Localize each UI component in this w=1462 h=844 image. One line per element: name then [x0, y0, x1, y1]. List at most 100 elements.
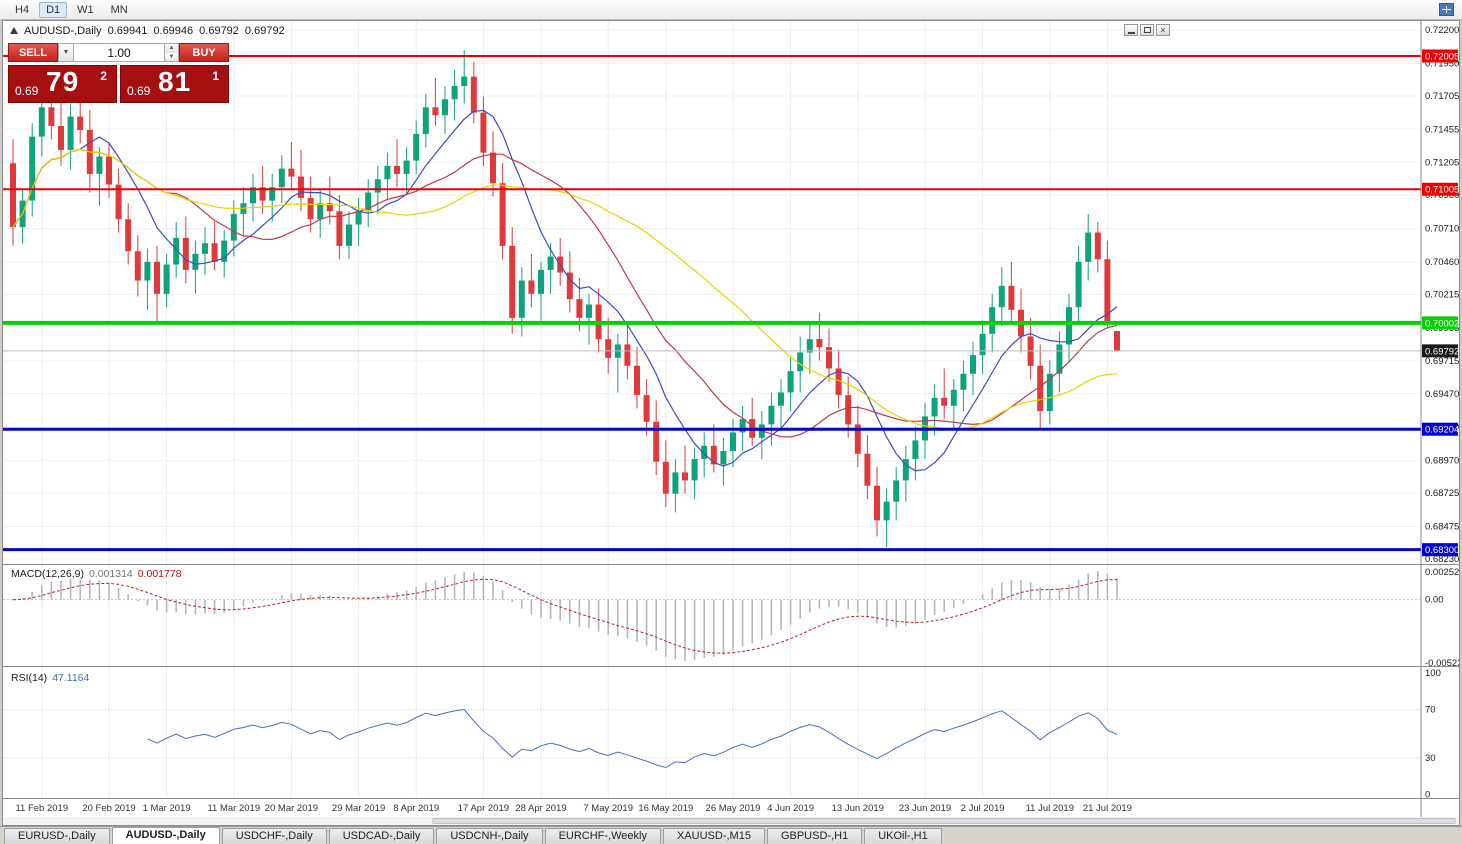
- chart-symbol-period: AUDUSD-,Daily: [24, 24, 102, 37]
- buy-button[interactable]: BUY: [179, 43, 229, 62]
- svg-text:0.68475: 0.68475: [1425, 521, 1459, 532]
- sell-price-sup: 2: [100, 69, 107, 83]
- svg-text:16 May 2019: 16 May 2019: [638, 803, 693, 814]
- price-badge: 0.72005: [1422, 49, 1459, 63]
- grid-layer: [3, 21, 1421, 799]
- svg-text:13 Jun 2019: 13 Jun 2019: [832, 803, 884, 814]
- sell-price-tile[interactable]: 0.69 79 2: [8, 65, 117, 103]
- svg-text:30: 30: [1425, 753, 1436, 764]
- svg-text:0.69792: 0.69792: [1425, 346, 1459, 357]
- volume-stepper: ▲ ▼: [165, 43, 179, 62]
- volume-up-icon[interactable]: ▲: [165, 44, 178, 53]
- svg-text:0.70460: 0.70460: [1425, 257, 1459, 268]
- macd-label: MACD(12,26,9) 0.001314 0.001778: [11, 568, 182, 580]
- date-axis-labels: 11 Feb 2019 20 Feb 2019 1 Mar 2019 11 Mar 2…: [15, 803, 1131, 814]
- svg-text:2 Jul 2019: 2 Jul 2019: [961, 803, 1005, 814]
- timeframe-button-group: H4 D1 W1 MN: [8, 1, 135, 18]
- one-click-toggle-icon[interactable]: [10, 27, 18, 34]
- svg-text:0.69204: 0.69204: [1425, 425, 1459, 436]
- window-controls: ×: [1124, 24, 1170, 36]
- hlines-layer: [3, 54, 1421, 552]
- svg-text:23 Jun 2019: 23 Jun 2019: [899, 803, 951, 814]
- close-icon: ×: [1160, 24, 1166, 35]
- sell-button[interactable]: SELL: [8, 43, 58, 62]
- svg-text:0.68300: 0.68300: [1425, 545, 1459, 556]
- timeframe-button-d1[interactable]: D1: [39, 1, 68, 18]
- chart-window: 0.722000.719500.717050.714550.712050.709…: [2, 20, 1460, 826]
- candles-layer: [10, 49, 1120, 548]
- chart-close: 0.69792: [244, 24, 285, 37]
- chart-tab-eurchf-weekly[interactable]: EURCHF-,Weekly: [544, 828, 661, 844]
- svg-text:0.71205: 0.71205: [1425, 158, 1459, 169]
- svg-text:11 Mar 2019: 11 Mar 2019: [207, 803, 260, 814]
- macd-histogram: [21, 571, 1118, 661]
- moving-averages-layer: [12, 109, 1118, 472]
- chart-tab-audusd-daily[interactable]: AUDUSD-,Daily: [111, 827, 220, 844]
- price-badge: 0.69792: [1422, 344, 1459, 358]
- rsi-name: RSI(14): [11, 672, 48, 684]
- svg-text:0.00: 0.00: [1425, 595, 1444, 606]
- svg-text:28 Apr 2019: 28 Apr 2019: [515, 803, 566, 814]
- chart-tab-ukoil-h1[interactable]: UKOil-,H1: [864, 828, 942, 844]
- rsi-value: 47.1164: [52, 672, 90, 684]
- chart-tab-gbpusd-h1[interactable]: GBPUSD-,H1: [766, 828, 863, 844]
- chart-title: AUDUSD-,Daily 0.69941 0.69946 0.69792 0.…: [10, 24, 285, 37]
- svg-text:17 Apr 2019: 17 Apr 2019: [458, 803, 509, 814]
- chart-low: 0.69792: [199, 24, 239, 37]
- chart-tab-xauusd-m15[interactable]: XAUUSD-,M15: [662, 828, 765, 844]
- timeframe-button-mn[interactable]: MN: [110, 3, 128, 16]
- price-badge: 0.69204: [1422, 422, 1459, 436]
- svg-text:0.71950: 0.71950: [1425, 58, 1459, 69]
- svg-text:20 Feb 2019: 20 Feb 2019: [82, 803, 135, 814]
- chart-open: 0.69941: [107, 24, 148, 37]
- volume-down-icon[interactable]: ▼: [165, 52, 178, 61]
- svg-text:0.68230: 0.68230: [1425, 554, 1459, 565]
- svg-text:0.71705: 0.71705: [1425, 91, 1459, 102]
- svg-text:0.71455: 0.71455: [1425, 124, 1459, 135]
- buy-price-tile[interactable]: 0.69 81 1: [120, 65, 229, 103]
- restore-icon: [1143, 27, 1151, 33]
- price-badge: 0.70002: [1422, 316, 1459, 330]
- svg-text:0.72200: 0.72200: [1425, 25, 1459, 36]
- close-button[interactable]: ×: [1156, 24, 1170, 36]
- macd-main-value: 0.001314: [88, 568, 133, 580]
- volume-input[interactable]: [74, 43, 165, 62]
- svg-text:21 Jul 2019: 21 Jul 2019: [1083, 803, 1132, 814]
- svg-text:0.69470: 0.69470: [1425, 389, 1459, 400]
- timeframe-button-w1[interactable]: W1: [77, 3, 94, 16]
- svg-text:0: 0: [1425, 790, 1430, 801]
- buy-price-big: 81: [158, 66, 192, 97]
- minimize-icon: [1127, 31, 1135, 34]
- restore-button[interactable]: [1140, 24, 1154, 36]
- chart-tab-eurusd-daily[interactable]: EURUSD-,Daily: [4, 828, 110, 844]
- chart-tab-usdchf-daily[interactable]: USDCHF-,Daily: [221, 828, 327, 844]
- svg-text:-0.00523: -0.00523: [1425, 658, 1459, 669]
- price-axis-labels: 0.722000.719500.717050.714550.712050.709…: [1425, 25, 1459, 565]
- svg-text:0.72005: 0.72005: [1425, 51, 1459, 62]
- chart-canvas[interactable]: 0.722000.719500.717050.714550.712050.709…: [3, 21, 1459, 825]
- svg-text:0.69715: 0.69715: [1425, 356, 1459, 367]
- timeframe-button-h4[interactable]: H4: [15, 3, 30, 16]
- price-badge: 0.68300: [1422, 543, 1459, 557]
- h-scrollbar-thumb[interactable]: [432, 818, 1456, 824]
- one-click-quotes-row: 0.69 79 2 0.69 81 1: [8, 65, 229, 103]
- sell-price-prefix: 0.69: [15, 84, 39, 98]
- one-click-trading-panel: SELL ▼ ▲ ▼ BUY 0.69 79 2 0.69 81 1: [8, 43, 229, 103]
- ma-line-34: [12, 148, 1118, 431]
- window-panel-icon[interactable]: [1439, 3, 1454, 16]
- svg-text:0.70710: 0.70710: [1425, 224, 1459, 235]
- chart-tab-usdcnh-daily[interactable]: USDCNH-,Daily: [436, 828, 543, 844]
- macd-signal-line: [12, 578, 1118, 654]
- svg-text:4 Jun 2019: 4 Jun 2019: [767, 803, 814, 814]
- macd-signal-value: 0.001778: [137, 568, 182, 580]
- svg-text:70: 70: [1425, 704, 1436, 715]
- minimize-button[interactable]: [1124, 24, 1138, 36]
- svg-text:11 Feb 2019: 11 Feb 2019: [15, 803, 68, 814]
- chart-tab-usdcad-daily[interactable]: USDCAD-,Daily: [328, 828, 435, 844]
- svg-text:20 Mar 2019: 20 Mar 2019: [265, 803, 318, 814]
- svg-text:29 Mar 2019: 29 Mar 2019: [332, 803, 385, 814]
- volume-dropdown-button[interactable]: ▼: [58, 43, 74, 62]
- chart-tab-bar: EURUSD-,Daily AUDUSD-,Daily USDCHF-,Daily U…: [0, 826, 1462, 844]
- one-click-controls-row: SELL ▼ ▲ ▼ BUY: [8, 43, 229, 62]
- svg-text:0.71005: 0.71005: [1425, 185, 1459, 196]
